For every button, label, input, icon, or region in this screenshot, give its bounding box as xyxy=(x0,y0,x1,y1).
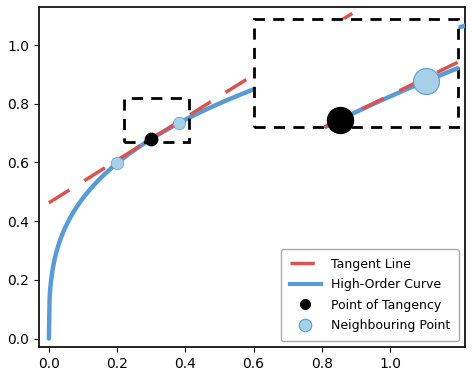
Point xyxy=(175,120,182,126)
Point xyxy=(422,78,430,84)
Point xyxy=(113,160,121,166)
Bar xyxy=(253,19,458,127)
Bar xyxy=(124,98,189,142)
Legend: Tangent Line, High-Order Curve, Point of Tangency, Neighbouring Point: Tangent Line, High-Order Curve, Point of… xyxy=(281,249,459,341)
Point xyxy=(147,136,155,142)
Point xyxy=(336,117,344,123)
